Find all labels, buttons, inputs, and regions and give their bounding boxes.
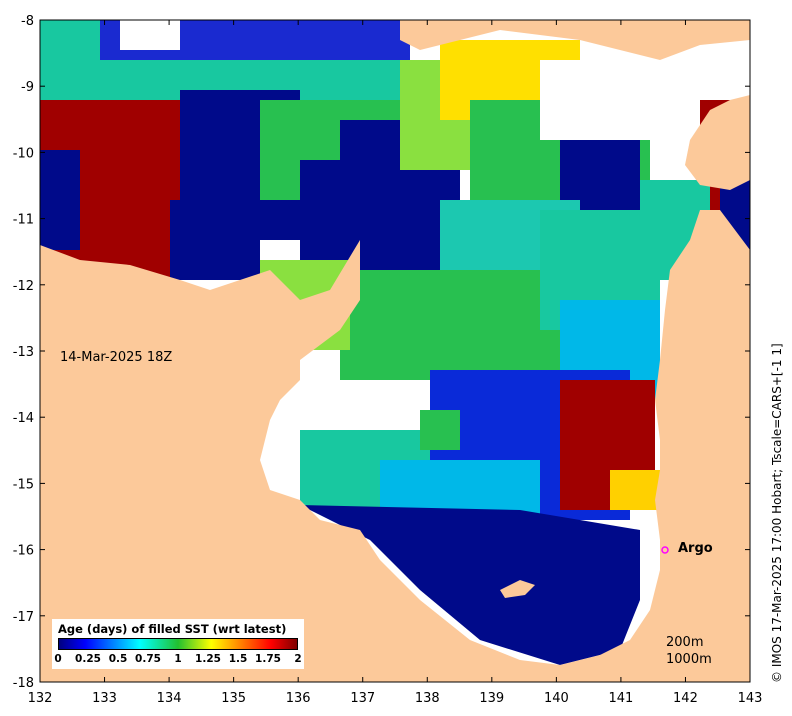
y-tick-label: -15: [13, 477, 34, 492]
colorbar-gradient: [58, 638, 298, 650]
y-tick-label: -18: [13, 676, 34, 691]
y-tick-label: -13: [13, 345, 34, 360]
y-tick-label: -11: [13, 213, 34, 228]
colorbar-tick-label: 1.5: [228, 653, 248, 665]
credit-text: © IMOS 17-Mar-2025 17:00 Hobart; Tscale=…: [770, 343, 784, 683]
depth-1000m: 1000m: [666, 652, 712, 667]
y-tick-label: -14: [13, 411, 34, 426]
colorbar-tick-label: 1: [174, 653, 182, 665]
x-tick-label: 139: [479, 691, 504, 706]
x-tick-label: 141: [608, 691, 633, 706]
y-tick-label: -9: [21, 80, 34, 95]
axis-ticks: 132 133 134 135 136 137 138 139 140 141 142 143 -8 -9…: [13, 14, 763, 706]
y-tick-label: -12: [13, 279, 34, 294]
y-tick-label: -8: [21, 14, 34, 29]
colorbar-tick-label: 0.75: [135, 653, 161, 665]
x-tick-label: 134: [157, 691, 182, 706]
gulf-old-fill: [300, 505, 640, 665]
land-cape-york-tip: [685, 95, 750, 190]
x-tick-label: 132: [28, 691, 53, 706]
colorbar-tick-label: 0.5: [108, 653, 128, 665]
land-mainland: [40, 210, 750, 682]
depth-legend: 200m 1000m: [666, 634, 712, 668]
depth-200m: 200m: [666, 635, 704, 650]
x-tick-label: 135: [221, 691, 246, 706]
land-north: [400, 20, 750, 60]
colorbar-tick-label: 0: [54, 653, 62, 665]
land-island: [500, 580, 535, 598]
colorbar-tick-label: 1.25: [195, 653, 221, 665]
x-tick-label: 138: [415, 691, 440, 706]
colorbar-ticks: 0 0.25 0.5 0.75 1 1.25 1.5 1.75 2: [54, 653, 302, 667]
colorbar-tick-label: 1.75: [255, 653, 281, 665]
argo-marker: [661, 546, 669, 554]
date-label: 14-Mar-2025 18Z: [60, 350, 173, 365]
x-tick-label: 137: [350, 691, 375, 706]
y-tick-label: -10: [13, 146, 34, 161]
y-tick-label: -16: [13, 544, 34, 559]
colorbar-tick-label: 2: [294, 653, 302, 665]
x-tick-label: 143: [738, 691, 763, 706]
x-tick-label: 133: [92, 691, 117, 706]
argo-label: Argo: [678, 541, 713, 556]
colorbar-tick-label: 0.25: [75, 653, 101, 665]
colorbar-title: Age (days) of filled SST (wrt latest): [58, 622, 287, 636]
x-tick-label: 140: [544, 691, 569, 706]
x-tick-label: 136: [286, 691, 311, 706]
x-tick-label: 142: [673, 691, 698, 706]
y-tick-label: -17: [13, 610, 34, 625]
